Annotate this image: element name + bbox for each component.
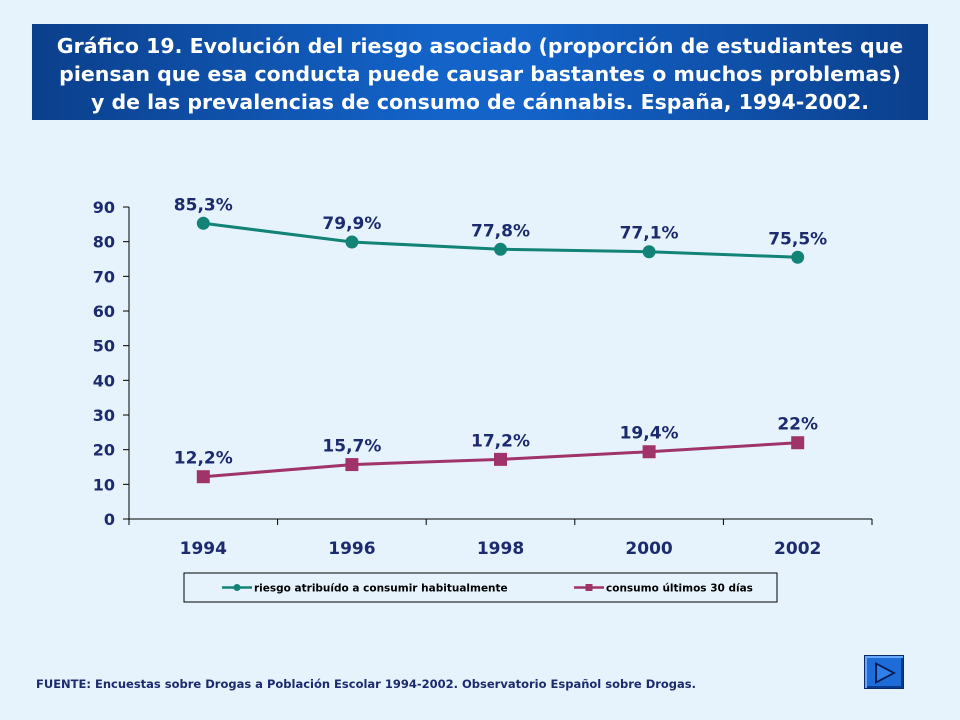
series-1-point — [791, 250, 805, 264]
series-2-point — [642, 445, 656, 459]
legend-marker-1 — [233, 584, 241, 591]
series-2-data-label: 17,2% — [471, 431, 530, 451]
y-tick-label: 70 — [93, 267, 115, 286]
y-tick-label: 50 — [93, 337, 115, 356]
series-1-data-label: 77,8% — [471, 221, 530, 241]
series-1-data-label: 75,5% — [768, 229, 827, 249]
series-1-data-label: 79,9% — [322, 214, 381, 234]
y-tick-label: 40 — [93, 371, 115, 390]
title-line-2: piensan que esa conducta puede causar ba… — [59, 62, 901, 86]
series-1-data-label: 77,1% — [620, 224, 679, 244]
legend-label-2: consumo últimos 30 días — [606, 583, 753, 595]
series-2-point — [196, 470, 210, 484]
series-1-point — [345, 235, 359, 249]
series-2-point — [494, 452, 507, 466]
x-tick-label: 2000 — [625, 539, 672, 559]
y-tick-label: 10 — [93, 475, 115, 494]
legend — [183, 572, 778, 603]
y-tick-label: 30 — [93, 406, 115, 425]
x-tick-label: 1996 — [328, 539, 375, 559]
y-tick-label: 60 — [93, 302, 115, 321]
series-2-data-label: 12,2% — [174, 449, 233, 469]
series-2-point — [791, 436, 805, 450]
series-1-data-label: 85,3% — [174, 195, 233, 215]
series-2-point — [345, 458, 359, 472]
next-slide-button[interactable] — [864, 655, 904, 689]
series-1-point — [494, 242, 507, 256]
y-tick-label: 20 — [93, 441, 115, 460]
y-tick-label: 90 — [93, 198, 115, 217]
x-tick-label: 1998 — [477, 539, 524, 559]
title-line-3: y de las prevalencias de consumo de cánn… — [90, 90, 870, 114]
legend-label-1: riesgo atribuído a consumir habitualment… — [254, 583, 508, 595]
play-right-icon — [875, 662, 896, 684]
y-tick-label: 0 — [104, 510, 115, 529]
line-chart: 0 10 20 30 40 50 60 70 80 90 1994 1996 1998 2000 2002 8… — [93, 195, 873, 603]
series-1-point — [196, 216, 210, 230]
legend-marker-2 — [585, 584, 593, 591]
source-note: FUENTE: Encuestas sobre Drogas a Poblaci… — [36, 677, 697, 691]
x-tick-label: 1994 — [180, 539, 227, 559]
title-line-1: Gráfico 19. Evolución del riesgo asociad… — [56, 34, 904, 58]
title-banner: Gráfico 19. Evolución del riesgo asociad… — [32, 24, 928, 120]
series-2-data-label: 15,7% — [322, 437, 381, 457]
series-2-data-label: 22% — [777, 415, 818, 435]
series-1-point — [642, 245, 656, 259]
x-tick-label: 2002 — [774, 539, 821, 559]
y-tick-label: 80 — [93, 233, 115, 252]
series-2-data-label: 19,4% — [620, 424, 679, 444]
